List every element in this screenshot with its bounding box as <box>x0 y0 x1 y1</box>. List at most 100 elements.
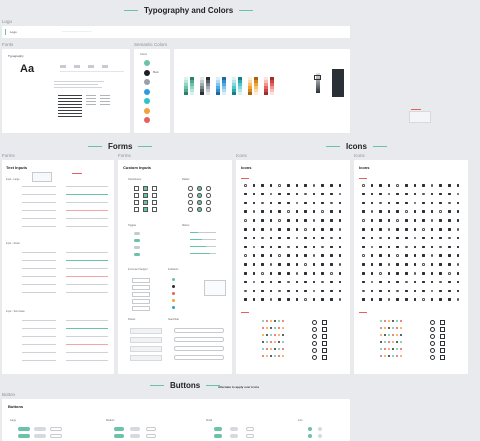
checkbox[interactable] <box>143 186 148 191</box>
glyph-icon[interactable] <box>396 254 399 257</box>
checkbox[interactable] <box>143 207 148 212</box>
glyph-icon[interactable] <box>338 192 342 196</box>
glyph-icon[interactable] <box>244 210 247 213</box>
glyph-icon[interactable] <box>413 289 417 293</box>
glyph-icon[interactable] <box>413 298 417 301</box>
text-input[interactable] <box>22 360 56 361</box>
increment-stepper[interactable] <box>132 278 150 283</box>
radio[interactable] <box>188 207 193 212</box>
glyph-icon[interactable] <box>312 298 316 301</box>
glyph-icon[interactable] <box>338 210 342 213</box>
checkbox[interactable] <box>134 186 139 191</box>
secondary-button[interactable] <box>130 434 140 438</box>
glyph-icon[interactable] <box>295 263 299 266</box>
glyph-icon[interactable] <box>448 263 451 266</box>
glyph-icon[interactable] <box>269 192 273 196</box>
radio[interactable] <box>197 186 202 191</box>
text-input[interactable] <box>66 268 108 269</box>
glyph-icon[interactable] <box>261 228 264 231</box>
glyph-icon[interactable] <box>405 280 408 284</box>
searchbar[interactable] <box>174 355 224 360</box>
glyph-icon[interactable] <box>387 228 391 231</box>
glyph-icon[interactable] <box>413 263 417 266</box>
glyph-icon[interactable] <box>396 192 399 196</box>
radio[interactable] <box>188 186 193 191</box>
outline-button[interactable] <box>246 434 254 438</box>
glyph-icon[interactable] <box>287 298 290 301</box>
primary-button[interactable] <box>18 427 30 431</box>
glyph-icon[interactable] <box>295 298 299 301</box>
glyph-icon[interactable] <box>448 298 451 301</box>
glyph-icon[interactable] <box>370 228 374 231</box>
glyph-icon[interactable] <box>370 236 374 240</box>
glyph-icon[interactable] <box>312 192 316 196</box>
glyph-icon[interactable] <box>330 254 333 257</box>
text-input[interactable] <box>22 260 56 261</box>
glyph-icon[interactable] <box>252 280 256 284</box>
glyph-icon[interactable] <box>387 263 391 266</box>
glyph-icon[interactable] <box>287 254 290 257</box>
glyph-icon[interactable] <box>252 272 256 275</box>
glyph-icon[interactable] <box>405 201 408 205</box>
glyph-icon[interactable] <box>321 236 324 240</box>
glyph-icon[interactable] <box>396 236 399 240</box>
glyph-icon[interactable] <box>422 280 425 284</box>
glyph-icon[interactable] <box>379 201 382 205</box>
increment-stepper[interactable] <box>132 306 150 311</box>
glyph-icon[interactable] <box>304 184 307 187</box>
glyph-icon[interactable] <box>456 280 460 284</box>
text-input[interactable] <box>66 202 108 203</box>
glyph-icon[interactable] <box>295 254 299 257</box>
square-icon[interactable] <box>440 355 445 360</box>
increment-stepper[interactable] <box>132 285 150 290</box>
glyph-icon[interactable] <box>278 210 281 213</box>
glyph-icon[interactable] <box>430 289 434 293</box>
glyph-icon[interactable] <box>439 228 442 231</box>
toggle[interactable] <box>134 239 140 242</box>
circle-icon[interactable] <box>312 320 317 325</box>
glyph-icon[interactable] <box>304 201 307 205</box>
glyph-icon[interactable] <box>362 219 365 222</box>
glyph-icon[interactable] <box>396 219 399 222</box>
text-input[interactable] <box>22 352 56 353</box>
text-input[interactable] <box>22 292 56 293</box>
text-input[interactable] <box>66 186 108 187</box>
slider-track[interactable] <box>190 239 216 240</box>
glyph-icon[interactable] <box>439 210 442 213</box>
checkbox[interactable] <box>152 200 157 205</box>
glyph-icon[interactable] <box>370 245 374 249</box>
glyph-icon[interactable] <box>278 201 281 205</box>
glyph-icon[interactable] <box>422 192 425 196</box>
glyph-icon[interactable] <box>287 228 290 231</box>
text-input[interactable] <box>22 328 56 329</box>
glyph-icon[interactable] <box>278 280 281 284</box>
glyph-icon[interactable] <box>370 254 374 257</box>
text-input[interactable] <box>66 194 108 195</box>
glyph-icon[interactable] <box>370 280 374 284</box>
glyph-icon[interactable] <box>330 298 333 301</box>
glyph-icon[interactable] <box>448 228 451 231</box>
square-icon[interactable] <box>322 327 327 332</box>
text-input[interactable] <box>66 260 108 261</box>
glyph-icon[interactable] <box>287 184 290 187</box>
radio[interactable] <box>206 207 211 212</box>
glyph-icon[interactable] <box>370 210 374 213</box>
glyph-icon[interactable] <box>379 210 382 213</box>
radio[interactable] <box>197 200 202 205</box>
glyph-icon[interactable] <box>295 210 299 213</box>
glyph-icon[interactable] <box>261 210 264 213</box>
glyph-icon[interactable] <box>330 210 333 213</box>
glyph-icon[interactable] <box>338 236 342 240</box>
icons-panel-right[interactable]: Icons <box>354 160 468 374</box>
radio[interactable] <box>206 200 211 205</box>
checkbox[interactable] <box>143 193 148 198</box>
text-input[interactable] <box>66 320 108 321</box>
glyph-icon[interactable] <box>244 263 247 266</box>
glyph-icon[interactable] <box>430 184 434 187</box>
text-input[interactable] <box>22 320 56 321</box>
glyph-icon[interactable] <box>321 184 324 187</box>
circle-icon[interactable] <box>312 327 317 332</box>
glyph-icon[interactable] <box>362 245 365 249</box>
circle-icon[interactable] <box>430 334 435 339</box>
glyph-icon[interactable] <box>338 263 342 266</box>
